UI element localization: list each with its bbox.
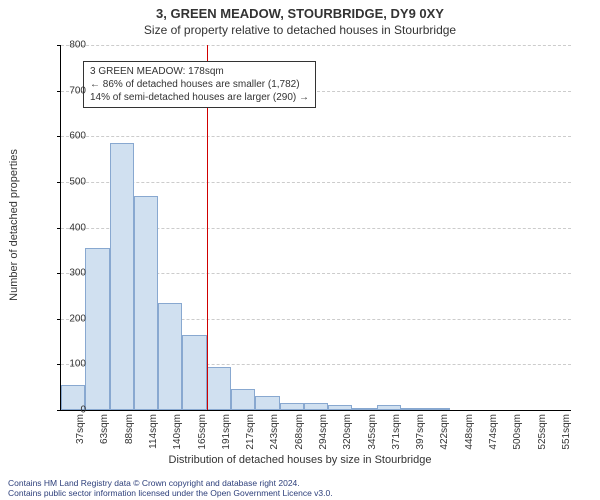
x-tick-label: 525sqm — [537, 414, 548, 464]
annotation-line3: 14% of semi-detached houses are larger (… — [90, 91, 309, 104]
y-tick-label: 700 — [46, 85, 86, 96]
histogram-plot: 3 GREEN MEADOW: 178sqm← 86% of detached … — [60, 45, 571, 411]
x-tick-label: 217sqm — [245, 414, 256, 464]
histogram-bar — [134, 196, 158, 410]
x-tick-label: 500sqm — [512, 414, 523, 464]
x-tick-label: 320sqm — [342, 414, 353, 464]
x-tick-label: 243sqm — [269, 414, 280, 464]
x-tick-label: 88sqm — [124, 414, 135, 464]
x-tick-label: 268sqm — [294, 414, 305, 464]
x-tick-label: 191sqm — [221, 414, 232, 464]
histogram-bar — [352, 408, 376, 410]
footer-attribution: Contains HM Land Registry data © Crown c… — [8, 478, 333, 498]
x-tick-label: 165sqm — [197, 414, 208, 464]
page-title: 3, GREEN MEADOW, STOURBRIDGE, DY9 0XY — [0, 0, 600, 21]
histogram-bar — [255, 396, 279, 410]
histogram-bar — [158, 303, 182, 410]
footer-line2: Contains public sector information licen… — [8, 488, 333, 498]
histogram-bar — [231, 389, 255, 410]
chart-subtitle: Size of property relative to detached ho… — [0, 23, 600, 37]
x-tick-label: 114sqm — [148, 414, 159, 464]
y-tick-label: 800 — [46, 40, 86, 51]
x-tick-label: 37sqm — [75, 414, 86, 464]
annotation-box: 3 GREEN MEADOW: 178sqm← 86% of detached … — [83, 61, 316, 108]
histogram-bar — [85, 248, 109, 410]
y-tick-label: 500 — [46, 176, 86, 187]
x-tick-label: 551sqm — [561, 414, 572, 464]
histogram-bar — [377, 405, 401, 410]
x-tick-label: 345sqm — [367, 414, 378, 464]
x-tick-label: 474sqm — [488, 414, 499, 464]
x-tick-label: 140sqm — [172, 414, 183, 464]
y-tick-label: 100 — [46, 359, 86, 370]
grid-line — [61, 182, 571, 183]
histogram-bar — [280, 403, 304, 410]
y-tick-label: 600 — [46, 131, 86, 142]
x-tick-label: 448sqm — [464, 414, 475, 464]
y-axis-label: Number of detached properties — [8, 149, 20, 301]
histogram-bar — [207, 367, 231, 410]
footer-line1: Contains HM Land Registry data © Crown c… — [8, 478, 333, 488]
y-tick-label: 400 — [46, 222, 86, 233]
x-tick-label: 371sqm — [391, 414, 402, 464]
annotation-line2: ← 86% of detached houses are smaller (1,… — [90, 78, 309, 91]
x-tick-label: 63sqm — [99, 414, 110, 464]
x-tick-label: 294sqm — [318, 414, 329, 464]
grid-line — [61, 136, 571, 137]
histogram-bar — [401, 408, 425, 410]
grid-line — [61, 45, 571, 46]
histogram-bar — [304, 403, 328, 410]
x-tick-label: 422sqm — [439, 414, 450, 464]
histogram-bar — [328, 405, 352, 410]
y-tick-label: 200 — [46, 313, 86, 324]
histogram-bar — [425, 408, 449, 410]
histogram-bar — [182, 335, 206, 410]
y-tick-label: 300 — [46, 268, 86, 279]
annotation-line1: 3 GREEN MEADOW: 178sqm — [90, 65, 309, 78]
x-tick-label: 397sqm — [415, 414, 426, 464]
histogram-bar — [110, 143, 134, 410]
